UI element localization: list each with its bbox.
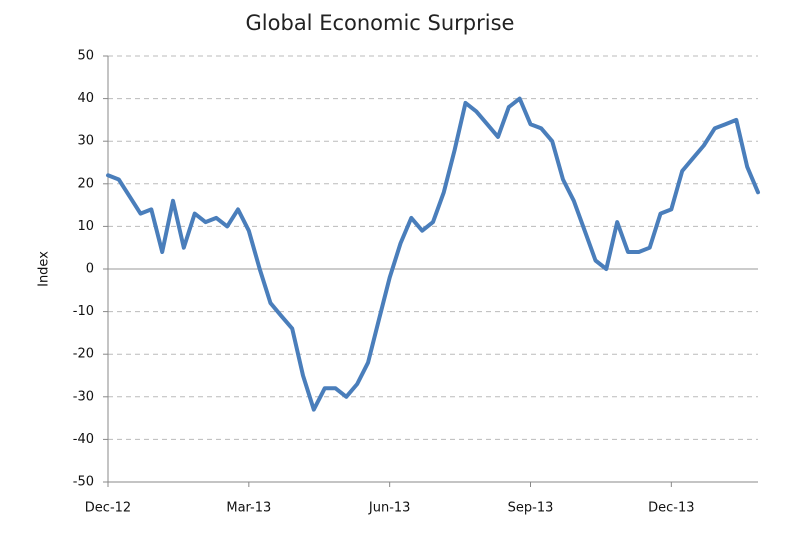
y-tick-label: -40 <box>73 432 94 447</box>
series-line <box>106 96 760 412</box>
y-tick-label: -20 <box>73 347 94 362</box>
x-tick-label: Mar-13 <box>226 501 271 516</box>
x-tick-label: Dec-13 <box>648 501 694 516</box>
y-tick-label: 0 <box>86 262 94 277</box>
y-tick-label: 50 <box>77 49 94 64</box>
x-tick-label: Sep-13 <box>508 501 554 516</box>
y-tick-label: -10 <box>73 304 94 319</box>
x-tick-label: Dec-12 <box>85 501 131 516</box>
y-tick-label: 10 <box>77 219 94 234</box>
y-tick-label: 20 <box>77 176 94 191</box>
y-tick-label: -30 <box>73 389 94 404</box>
y-tick-label: 40 <box>77 91 94 106</box>
x-tick-label: Jun-13 <box>368 501 411 516</box>
y-tick-label: 30 <box>77 134 94 149</box>
chart-title: Global Economic Surprise <box>246 11 515 35</box>
y-tick-label: -50 <box>73 475 94 490</box>
y-axis-label: Index <box>37 251 52 287</box>
